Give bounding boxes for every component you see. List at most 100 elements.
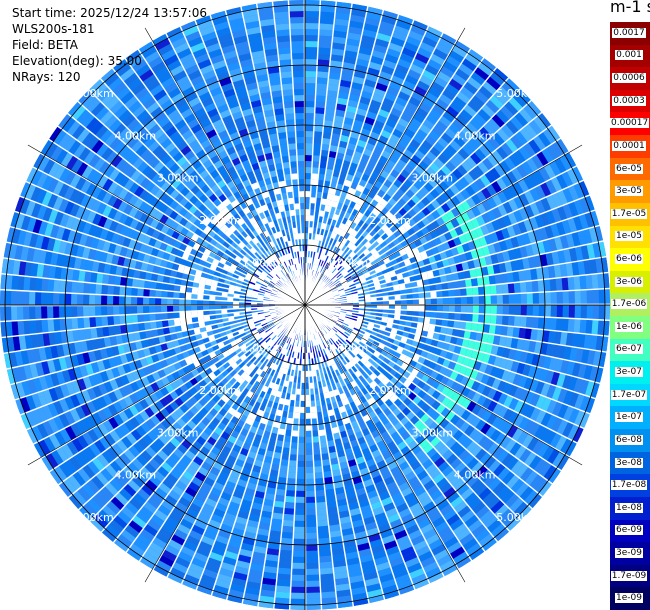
- range-gate: [313, 215, 319, 222]
- range-gate: [125, 305, 132, 315]
- range-gate: [77, 305, 84, 317]
- range-gate: [348, 269, 356, 276]
- range-gate: [561, 277, 569, 291]
- range-gate: [305, 233, 309, 240]
- range-gate: [327, 250, 332, 257]
- range-gate: [424, 305, 431, 312]
- range-gate: [347, 99, 359, 108]
- range-gate: [340, 165, 349, 174]
- range-gate: [310, 191, 317, 198]
- range-gate: [369, 221, 377, 229]
- range-gate: [453, 96, 467, 109]
- range-gate: [501, 82, 517, 97]
- range-gate: [406, 36, 421, 47]
- range-gate: [397, 14, 414, 25]
- range-gate: [350, 229, 358, 237]
- range-gate: [329, 266, 336, 273]
- range-gate: [454, 305, 461, 313]
- range-gate: [445, 144, 458, 156]
- range-gate: [149, 313, 156, 322]
- range-gate: [379, 240, 388, 249]
- range-gate: [568, 290, 575, 304]
- range-gate: [389, 154, 400, 164]
- range-gate: [316, 513, 328, 521]
- range-gate: [339, 134, 350, 143]
- range-gate: [422, 69, 436, 81]
- range-gate: [179, 292, 186, 299]
- range-gate: [337, 91, 349, 100]
- range-gate: [466, 296, 473, 305]
- range-gate: [357, 242, 365, 250]
- range-gate: [309, 221, 314, 228]
- range-gate: [143, 297, 150, 305]
- range-gate: [433, 141, 445, 153]
- range-gate: [365, 217, 373, 226]
- range-gate: [306, 568, 320, 575]
- range-gate: [289, 454, 298, 461]
- range-gate: [364, 79, 377, 88]
- range-gate: [286, 484, 296, 491]
- range-gate: [481, 57, 497, 72]
- range-gate: [283, 513, 294, 521]
- range-gate: [83, 317, 91, 329]
- range-gate: [532, 292, 539, 304]
- range-gate: [0, 322, 1, 338]
- range-gate: [318, 167, 326, 175]
- range-gate: [328, 78, 340, 86]
- range-gate: [321, 247, 327, 255]
- range-gate: [452, 118, 465, 131]
- range-gate: [318, 173, 326, 181]
- range-gate: [318, 47, 331, 55]
- range-gate: [449, 101, 463, 114]
- range-gate: [47, 292, 54, 305]
- range-gate: [370, 171, 380, 180]
- range-gate: [305, 137, 314, 144]
- range-gate: [448, 289, 455, 297]
- range-gate: [463, 172, 475, 185]
- range-gate: [5, 306, 12, 321]
- range-gate: [284, 502, 295, 509]
- range-gate: [83, 294, 90, 305]
- range-gate: [327, 264, 334, 271]
- range-gate: [77, 294, 84, 305]
- range-gate: [366, 11, 382, 21]
- range-gate: [471, 322, 478, 332]
- range-gate: [354, 170, 363, 179]
- range-gate: [406, 174, 417, 185]
- range-gate: [335, 12, 350, 21]
- range-gate: [0, 306, 6, 321]
- range-gate: [494, 163, 506, 177]
- range-gate: [330, 60, 343, 68]
- range-gate: [395, 19, 412, 31]
- range-gate: [429, 108, 442, 120]
- range-gate: [373, 44, 388, 54]
- range-gate: [496, 305, 503, 315]
- range-gate: [419, 123, 432, 135]
- range-gate: [367, 5, 383, 15]
- range-gate: [321, 591, 336, 599]
- range-gate: [414, 85, 428, 97]
- range-gate: [373, 252, 381, 259]
- range-gate: [418, 160, 429, 171]
- range-gate: [342, 253, 349, 261]
- range-gate: [363, 259, 371, 266]
- range-gate: [95, 316, 103, 327]
- range-gate: [356, 259, 364, 266]
- range-gate: [409, 63, 424, 75]
- range-gate: [580, 305, 587, 319]
- range-gate: [347, 234, 355, 242]
- range-gate: [314, 125, 324, 132]
- range-gate: [95, 294, 102, 305]
- range-gate: [283, 508, 295, 515]
- range-gate: [440, 66, 455, 78]
- range-gate: [443, 60, 458, 73]
- range-gate: [173, 312, 180, 319]
- range-gate: [419, 41, 435, 54]
- range-gate: [316, 501, 327, 509]
- range-gate: [435, 98, 449, 111]
- range-gate: [326, 256, 332, 264]
- range-gate: [360, 153, 371, 163]
- range-gate: [374, 38, 390, 48]
- range-gate: [333, 24, 348, 33]
